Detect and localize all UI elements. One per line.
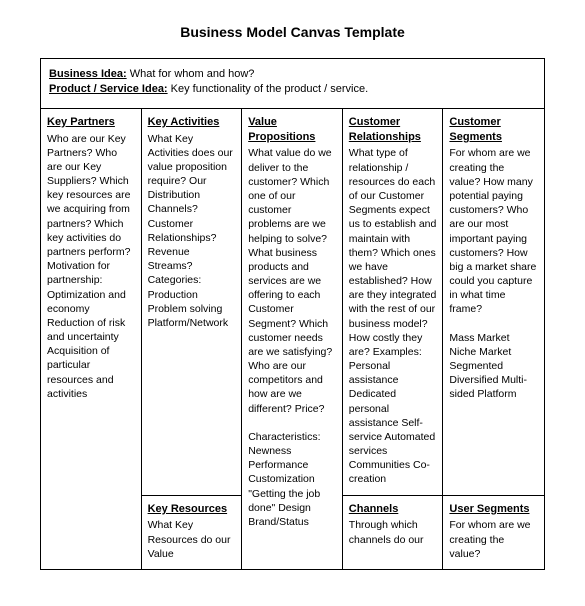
cell-user-segments: User Segments For whom are we creating t… xyxy=(443,495,544,569)
cell-body-customer-relationships: What type of relationship / resources do… xyxy=(349,146,437,486)
cell-key-resources: Key Resources What Key Resources do our … xyxy=(142,495,243,569)
cell-body-user-segments: For whom are we creating the value? xyxy=(449,518,538,561)
cell-key-activities: Key Activities What Key Activities does … xyxy=(142,109,243,495)
product-idea-label: Product / Service Idea: xyxy=(49,83,168,95)
cell-value-propositions: Value Propositions What value do we deli… xyxy=(242,109,343,569)
product-idea-text: Key functionality of the product / servi… xyxy=(168,83,369,95)
cell-body-customer-segments: For whom are we creating the value? How … xyxy=(449,146,538,401)
cell-body-value-propositions: What value do we deliver to the customer… xyxy=(248,146,336,529)
cell-title-customer-relationships: Customer Relationships xyxy=(349,115,437,145)
product-idea-line: Product / Service Idea: Key functionalit… xyxy=(49,82,536,97)
cell-body-channels: Through which channels do our xyxy=(349,518,437,546)
cell-key-partners: Key Partners Who are our Key Partners? W… xyxy=(41,109,142,569)
cell-title-key-activities: Key Activities xyxy=(148,115,236,130)
cell-title-customer-segments: Customer Segments xyxy=(449,115,538,145)
page: Business Model Canvas Template Business … xyxy=(0,0,585,570)
cell-title-key-resources: Key Resources xyxy=(148,502,236,517)
canvas-table: Business Idea: What for whom and how? Pr… xyxy=(40,58,545,570)
cell-body-key-resources: What Key Resources do our Value xyxy=(148,518,236,561)
cell-body-key-partners: Who are our Key Partners? Who are our Ke… xyxy=(47,132,135,401)
header-row: Business Idea: What for whom and how? Pr… xyxy=(41,59,544,109)
cell-customer-segments: Customer Segments For whom are we creati… xyxy=(443,109,544,495)
business-idea-line: Business Idea: What for whom and how? xyxy=(49,67,536,82)
cell-title-key-partners: Key Partners xyxy=(47,115,135,130)
canvas-grid: Key Partners Who are our Key Partners? W… xyxy=(41,109,544,569)
business-idea-label: Business Idea: xyxy=(49,68,127,80)
business-idea-text: What for whom and how? xyxy=(127,68,255,80)
cell-title-value-propositions: Value Propositions xyxy=(248,115,336,145)
cell-channels: Channels Through which channels do our xyxy=(343,495,444,569)
cell-title-channels: Channels xyxy=(349,502,437,517)
cell-customer-relationships: Customer Relationships What type of rela… xyxy=(343,109,444,495)
cell-body-key-activities: What Key Activities does our value propo… xyxy=(148,132,236,330)
cell-title-user-segments: User Segments xyxy=(449,502,538,517)
page-title: Business Model Canvas Template xyxy=(40,24,545,40)
